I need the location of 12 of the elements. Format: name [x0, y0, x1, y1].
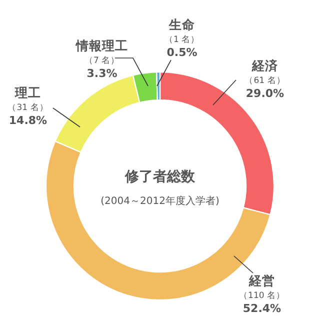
- slice-label: 経営: [248, 273, 275, 288]
- slice-label: 情報理工: [75, 38, 128, 53]
- data-label: （1 名）: [164, 34, 200, 45]
- data-label: （7 名）: [84, 55, 120, 66]
- slice-label: 経済: [251, 58, 279, 73]
- data-label: （110 名）: [239, 290, 285, 301]
- text: 修了者総数: [124, 169, 196, 185]
- slice-label: 生命: [168, 17, 195, 32]
- data-label: （61 名）: [244, 75, 286, 86]
- text: (2004～2012年度入学者): [100, 195, 220, 207]
- data-label: （31 名）: [8, 102, 48, 113]
- slice-label: 理工: [14, 85, 41, 100]
